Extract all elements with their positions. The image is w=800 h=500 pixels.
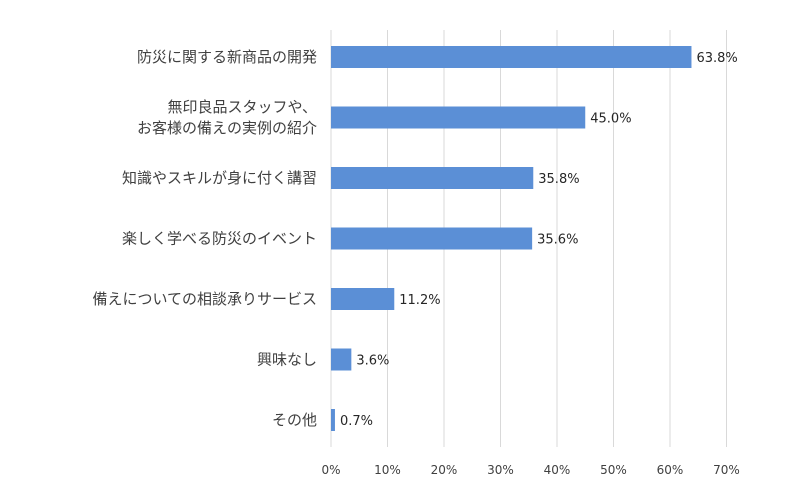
x-tick-label: 40%	[544, 463, 571, 477]
data-label: 35.8%	[538, 172, 579, 187]
category-label: 無印良品スタッフや、お客様の備えの実例の紹介	[137, 98, 317, 137]
x-tick-label: 20%	[431, 463, 458, 477]
data-label: 0.7%	[340, 414, 373, 429]
category-label: 備えについての相談承りサービス	[92, 290, 317, 308]
x-tick-label: 10%	[374, 463, 401, 477]
category-label: 興味なし	[257, 351, 317, 369]
x-tick-label: 0%	[321, 463, 340, 477]
value-labels: 63.8% 45.0% 35.8% 35.6% 11.2% 3.6% 0.7%	[340, 51, 738, 429]
data-label: 45.0%	[590, 112, 631, 127]
bars	[331, 46, 692, 431]
bar	[331, 288, 395, 310]
data-label: 35.6%	[537, 233, 578, 248]
data-label: 63.8%	[696, 51, 737, 66]
x-axis-tick-labels: 0% 10% 20% 30% 40% 50% 60% 70%	[321, 463, 739, 477]
x-tick-label: 30%	[487, 463, 514, 477]
category-labels: 防災に関する新商品の開発無印良品スタッフや、お客様の備えの実例の紹介知識やスキル…	[92, 48, 317, 429]
bar	[331, 227, 533, 250]
category-label: 楽しく学べる防災のイベント	[122, 230, 317, 248]
bar	[331, 348, 352, 371]
category-label: 知識やスキルが身に付く講習	[122, 169, 317, 187]
bar	[331, 167, 534, 189]
bar	[331, 46, 692, 68]
category-label: 防災に関する新商品の開発	[137, 48, 317, 66]
x-tick-label: 50%	[600, 463, 627, 477]
x-tick-label: 70%	[713, 463, 740, 477]
x-tick-label: 60%	[657, 463, 684, 477]
bar	[331, 409, 335, 431]
category-label: その他	[272, 411, 317, 429]
bar	[331, 106, 586, 129]
data-label: 11.2%	[399, 293, 440, 308]
data-label: 3.6%	[356, 354, 389, 369]
